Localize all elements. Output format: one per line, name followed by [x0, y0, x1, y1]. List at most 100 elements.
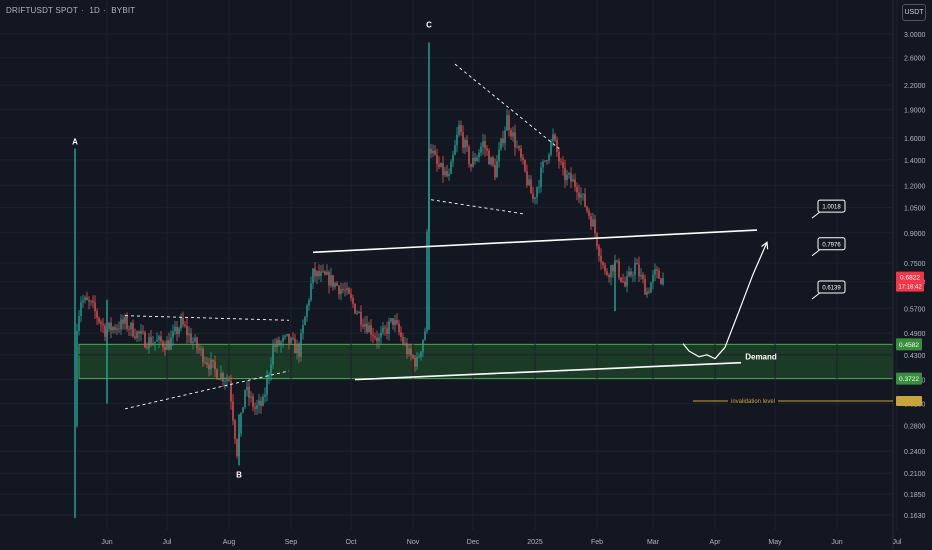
candle-body [558, 151, 560, 162]
candle-body [374, 336, 376, 338]
candle-body [324, 271, 326, 275]
candle-body [254, 407, 256, 409]
candle-body [112, 327, 114, 331]
candle-body [340, 289, 342, 294]
candle-body [216, 369, 218, 380]
candle-body [528, 179, 530, 185]
wave-label-a: A [72, 137, 78, 146]
candle-body [278, 339, 280, 346]
candle-body [146, 347, 148, 349]
candle-body [210, 359, 212, 370]
candle-body [444, 171, 446, 176]
candle-body [454, 145, 456, 155]
candle-body [518, 146, 520, 149]
target-label: 1.0018 [822, 205, 841, 211]
candle-body [256, 405, 258, 409]
candle-body [132, 322, 134, 337]
candle-body [328, 271, 330, 286]
candle-body [288, 333, 290, 344]
candle-body [304, 316, 306, 326]
candle-body [222, 373, 224, 382]
candle-body [436, 154, 438, 165]
candle-body [184, 324, 186, 327]
candle-body [638, 264, 640, 277]
candle-body [382, 327, 384, 333]
trendline [312, 229, 758, 254]
candle-body [188, 333, 190, 336]
candle-body [570, 173, 572, 182]
candle-body [90, 300, 92, 302]
candle-body [526, 171, 528, 185]
candle-body [504, 130, 506, 144]
candle-body [602, 262, 604, 266]
candle-body [468, 146, 470, 165]
price-axis[interactable]: 3.0000 2.6000 2.2000 1.9000 1.6000 1.4000 1.20… [896, 32, 926, 520]
candle-body [140, 331, 142, 334]
candle-body [644, 278, 646, 295]
y-tick-label: 1.9000 [904, 107, 926, 114]
candle-body [108, 322, 110, 330]
symbol-header[interactable]: DRIFTUSDT SPOT · 1D · BYBIT [6, 6, 136, 15]
candle-body [148, 337, 150, 348]
candle-body [656, 269, 658, 271]
candle-body [338, 285, 340, 294]
candle-body [178, 328, 180, 334]
candle-body [608, 274, 610, 278]
candle-body [514, 132, 516, 148]
y-tick-label: 2.2000 [904, 83, 926, 90]
y-tick-label: 1.2000 [904, 183, 926, 190]
candle-body [344, 289, 346, 291]
candle-body [600, 256, 602, 263]
candle-body [402, 336, 404, 344]
candle-body [554, 134, 556, 140]
currency-button[interactable]: USDT [902, 4, 926, 21]
candle-body [172, 331, 174, 338]
target-box [817, 199, 846, 213]
candle-body [478, 152, 480, 158]
x-tick-label: Nov [407, 539, 420, 546]
candle-body [416, 357, 418, 367]
candle-body [142, 331, 144, 333]
candle-body [520, 148, 522, 158]
x-tick-label: Aug [223, 539, 236, 546]
candle-body [144, 332, 146, 348]
candle-body [320, 271, 322, 277]
candle-body [224, 380, 226, 382]
candle-body [464, 139, 466, 148]
candle-body [114, 327, 116, 330]
candle-body [658, 270, 660, 279]
candle-body [462, 132, 464, 148]
x-tick-label: Jul [163, 539, 172, 546]
candle-body [154, 341, 156, 344]
time-axis[interactable]: Jun Jul Aug Sep Oct Nov Dec 2025 Feb Mar Apr May Jun… [101, 539, 902, 546]
annotations-layer: Demand invalidation level A B C 1.0018 0.7976 0… [72, 20, 846, 479]
y-tick-label: 1.6000 [904, 136, 926, 143]
candle-body [232, 401, 234, 421]
candle-body [376, 337, 378, 342]
candle-body [566, 174, 568, 181]
candle-body [162, 341, 164, 347]
candle-body [588, 210, 590, 217]
candle-body [620, 277, 622, 282]
candle-body [318, 271, 320, 277]
candle-body [270, 364, 272, 375]
candle-body [610, 265, 612, 278]
trendline [354, 361, 742, 381]
candle-body [128, 328, 130, 330]
level-tag-label: 0.3722 [899, 376, 919, 383]
wave-label-b: B [236, 470, 242, 479]
candle-body [400, 332, 402, 337]
candle-body [88, 300, 90, 302]
candle-body [226, 379, 228, 381]
candle-body [336, 282, 338, 286]
candle-body [626, 276, 628, 287]
candle-body [562, 162, 564, 168]
candle-body [126, 317, 128, 329]
invalidation-tag [896, 396, 922, 407]
invalidation-label-bg [727, 398, 779, 407]
candle-body [134, 336, 136, 339]
candle-body [234, 420, 236, 439]
candle-body [522, 157, 524, 161]
candle-body [122, 319, 124, 324]
